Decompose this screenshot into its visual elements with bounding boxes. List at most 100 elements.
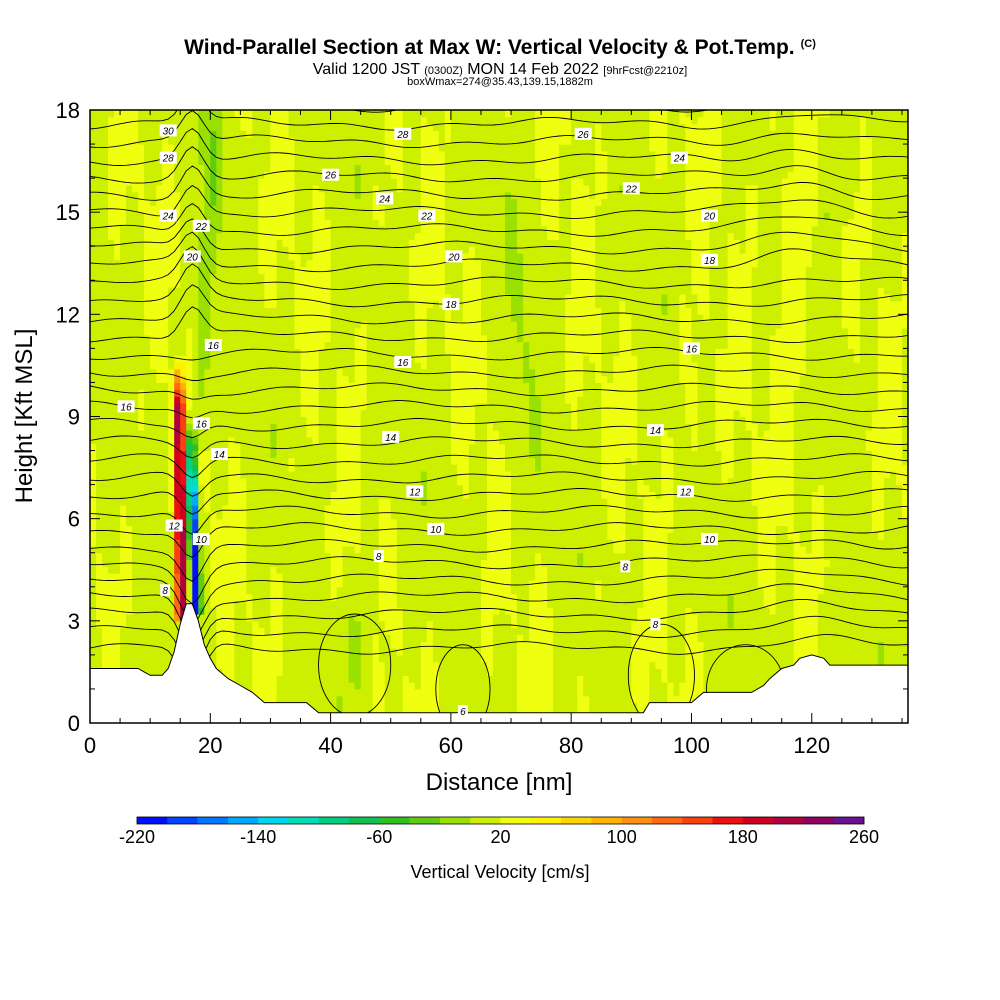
field-cell bbox=[168, 498, 175, 506]
field-cell bbox=[378, 212, 386, 220]
field-cell bbox=[270, 273, 277, 281]
field-cell bbox=[96, 614, 103, 622]
field-cell bbox=[228, 334, 235, 343]
field-cell bbox=[150, 566, 157, 574]
field-cell bbox=[276, 654, 284, 663]
field-cell bbox=[240, 144, 247, 152]
field-cell bbox=[96, 184, 103, 193]
field-cell bbox=[126, 164, 133, 172]
field-cell bbox=[216, 259, 223, 268]
field-cell bbox=[144, 436, 151, 445]
field-cell bbox=[318, 239, 326, 247]
field-cell bbox=[306, 232, 314, 240]
field-cell bbox=[162, 505, 169, 513]
field-cell bbox=[114, 157, 121, 166]
field-cell bbox=[420, 464, 428, 472]
field-cell bbox=[132, 157, 139, 166]
field-cell bbox=[288, 498, 296, 506]
field-cell bbox=[90, 232, 97, 240]
field-cell bbox=[108, 416, 115, 424]
field-cell bbox=[306, 634, 314, 642]
field-cell bbox=[294, 566, 302, 574]
field-cell bbox=[312, 675, 320, 683]
field-cell bbox=[138, 184, 145, 193]
field-cell bbox=[342, 416, 350, 424]
field-cell bbox=[372, 580, 380, 588]
field-cell bbox=[366, 157, 374, 166]
field-cell bbox=[390, 212, 398, 220]
field-cell bbox=[354, 505, 362, 513]
field-cell bbox=[312, 280, 320, 288]
field-cell bbox=[372, 484, 380, 492]
field-cell bbox=[96, 219, 103, 227]
field-cell bbox=[384, 688, 392, 697]
field-cell bbox=[234, 641, 241, 649]
field-cell bbox=[318, 450, 326, 458]
field-cell bbox=[240, 586, 247, 595]
field-cell bbox=[408, 518, 416, 527]
field-cell bbox=[222, 668, 229, 676]
field-cell bbox=[234, 586, 241, 595]
field-cell bbox=[108, 157, 115, 166]
field-cell bbox=[366, 539, 374, 547]
field-cell bbox=[132, 396, 139, 404]
field-cell bbox=[414, 532, 422, 540]
field-cell bbox=[210, 293, 217, 302]
field-cell bbox=[156, 307, 163, 315]
field-cell bbox=[390, 239, 398, 247]
field-cell bbox=[282, 511, 290, 520]
field-cell bbox=[384, 184, 392, 193]
field-cell bbox=[222, 661, 229, 670]
field-cell bbox=[234, 416, 241, 424]
field-cell bbox=[276, 477, 284, 486]
field-cell bbox=[336, 573, 344, 581]
field-cell bbox=[240, 641, 247, 649]
field-cell bbox=[162, 484, 169, 492]
field-cell bbox=[312, 532, 320, 540]
field-cell bbox=[336, 484, 344, 492]
field-cell bbox=[306, 110, 314, 118]
field-cell bbox=[270, 654, 277, 663]
field-cell bbox=[246, 144, 253, 152]
field-cell bbox=[120, 593, 127, 601]
field-cell bbox=[204, 518, 211, 527]
field-cell bbox=[396, 668, 404, 676]
field-cell bbox=[270, 334, 277, 343]
field-cell bbox=[342, 409, 350, 418]
field-cell bbox=[264, 375, 271, 383]
field-cell bbox=[162, 511, 169, 520]
field-cell bbox=[288, 675, 296, 683]
field-cell bbox=[240, 607, 247, 615]
field-cell bbox=[330, 484, 338, 492]
field-cell bbox=[252, 457, 259, 465]
field-cell bbox=[366, 116, 374, 125]
field-cell bbox=[318, 518, 326, 527]
field-cell bbox=[312, 648, 320, 656]
field-cell bbox=[126, 219, 133, 227]
field-cell bbox=[288, 518, 296, 527]
field-cell bbox=[228, 545, 235, 554]
field-cell bbox=[246, 539, 253, 547]
field-cell bbox=[114, 505, 121, 513]
field-cell bbox=[246, 246, 253, 254]
field-cell bbox=[330, 110, 338, 118]
field-cell bbox=[348, 436, 356, 445]
field-cell bbox=[390, 293, 398, 302]
field-cell bbox=[102, 436, 109, 445]
field-cell bbox=[168, 634, 175, 642]
field-cell bbox=[246, 321, 253, 329]
field-cell bbox=[180, 545, 187, 554]
field-cell bbox=[126, 293, 133, 302]
field-cell bbox=[264, 144, 271, 152]
field-cell bbox=[156, 396, 163, 404]
field-cell bbox=[342, 150, 350, 159]
field-cell bbox=[318, 266, 326, 275]
field-cell bbox=[108, 191, 115, 200]
field-cell bbox=[168, 144, 175, 152]
field-cell bbox=[396, 348, 404, 356]
field-cell bbox=[306, 593, 314, 601]
field-cell bbox=[348, 287, 356, 295]
field-cell bbox=[138, 171, 145, 179]
field-cell bbox=[234, 566, 241, 574]
field-cell bbox=[234, 273, 241, 281]
